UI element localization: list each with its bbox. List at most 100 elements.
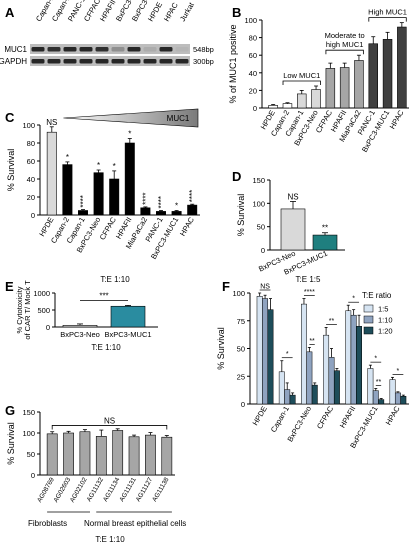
bar-f-1-10 xyxy=(306,351,313,405)
panel-letter-c: C xyxy=(5,110,15,125)
significance-g: NS xyxy=(104,416,115,425)
bar-c xyxy=(93,172,104,216)
f-y-label: % Survival xyxy=(216,327,226,370)
gel-band xyxy=(63,47,77,52)
panel-e-chart: 0 500 1000 % Cytotoxicity of CAR T/ Mock T Bx… xyxy=(15,280,158,352)
lane-label: Jurkat xyxy=(178,0,196,23)
x-tick-label-f: HPAC xyxy=(384,404,402,427)
significance-f: * xyxy=(286,351,289,358)
bar-b xyxy=(339,67,350,109)
c-y-label: % Survival xyxy=(6,149,16,192)
footer-g: T:E 1:10 xyxy=(95,535,125,544)
panel-letter-d: D xyxy=(232,169,241,184)
gel-row-label: GAPDH xyxy=(0,57,27,66)
d-y-tick-label: 100 xyxy=(252,199,265,208)
significance-c: **** xyxy=(188,190,197,202)
bar-b xyxy=(368,43,378,109)
gel-band xyxy=(175,59,189,64)
f-y-tick-label: 50 xyxy=(237,345,245,354)
e-y-label-line2: of CAR T/ Mock T xyxy=(23,280,32,340)
bar-f-1-5 xyxy=(301,303,307,405)
bar-b xyxy=(282,103,293,109)
bar-f-1-20 xyxy=(378,399,385,405)
x-tick-label-f: CFPAC xyxy=(315,404,336,431)
gel-band xyxy=(159,59,173,64)
significance-f: * xyxy=(397,368,400,375)
gel-band xyxy=(95,47,109,52)
group-label-b-line2: high MUC1 xyxy=(326,40,364,49)
significance-c: * xyxy=(97,161,100,170)
legend-title-f: T:E ratio xyxy=(362,291,392,300)
gel-band xyxy=(31,59,45,64)
bar-f-1-10 xyxy=(284,389,291,405)
bar-g xyxy=(95,436,107,476)
bar-g xyxy=(145,434,156,476)
x-tick-label-f: HPDE xyxy=(251,405,269,428)
g-y-tick-label: 150 xyxy=(22,408,35,417)
significance-f: **** xyxy=(304,289,315,296)
bar-d xyxy=(280,208,306,251)
e-y-tick-label: 500 xyxy=(37,306,50,315)
legend-label-f: 1:20 xyxy=(378,327,393,336)
gel-size-label: 548bp xyxy=(193,45,214,54)
bar-b xyxy=(325,68,336,109)
bar-f-1-5 xyxy=(345,310,352,405)
significance-c: * xyxy=(113,162,116,171)
bar-f-1-20 xyxy=(289,394,296,405)
bar-g xyxy=(63,432,74,476)
bar-f-1-20 xyxy=(400,395,407,405)
x-tick-label-f: Capan-1 xyxy=(269,405,291,434)
panel-letter-a: A xyxy=(5,5,15,20)
gel-band xyxy=(79,47,93,52)
significance-c: * xyxy=(66,153,69,162)
bar-g xyxy=(79,431,91,476)
bar-c xyxy=(156,211,166,216)
b-y-label: % of MUC1 positive xyxy=(228,24,238,103)
legend-swatch-f xyxy=(363,326,374,335)
bar-c xyxy=(140,207,151,216)
bar-b xyxy=(297,93,307,109)
bar-b xyxy=(354,60,364,109)
gel-band xyxy=(31,47,45,52)
legend-label-f: 1:10 xyxy=(378,316,393,325)
panel-letter-g: G xyxy=(5,403,15,418)
legend-swatch-f xyxy=(363,304,374,313)
bar-f-1-5 xyxy=(256,296,263,405)
gel-band xyxy=(47,47,61,52)
significance-c: NS xyxy=(46,118,57,127)
bar-b xyxy=(311,89,321,109)
c-y-tick-label: 0 xyxy=(31,211,35,220)
significance-c: **** xyxy=(157,196,166,208)
bar-e xyxy=(62,324,98,328)
significance-d: NS xyxy=(287,192,298,201)
legend-swatch-f xyxy=(363,315,374,324)
gel-strip-muc1 xyxy=(30,44,190,54)
gel-band xyxy=(47,59,61,64)
bar-f-1-10 xyxy=(372,390,379,405)
bar-f-1-20 xyxy=(333,370,340,405)
bar-f-1-5 xyxy=(323,334,330,405)
panel-letter-e: E xyxy=(5,279,14,294)
g-y-tick-label: 50 xyxy=(27,450,35,459)
bar-c xyxy=(62,164,73,216)
group-label-b: High MUC1 xyxy=(368,8,407,17)
bar-f-1-5 xyxy=(367,368,374,405)
c-y-tick-label: 100 xyxy=(22,121,35,130)
bar-f-1-10 xyxy=(262,298,269,405)
group-label-b: Low MUC1 xyxy=(283,71,320,80)
significance-c: * xyxy=(175,202,178,211)
group-bracket-b xyxy=(368,17,407,22)
b-y-tick-label: 100 xyxy=(244,16,257,25)
bar-f-1-10 xyxy=(350,314,357,405)
b-y-tick-label: 20 xyxy=(249,86,257,95)
footer-d: T:E 1:5 xyxy=(296,275,321,284)
b-y-tick-label: 60 xyxy=(249,51,257,60)
bar-c xyxy=(171,211,182,216)
e-y-label: % Cytotoxicity xyxy=(15,286,24,333)
group-label-b: Moderate to xyxy=(325,31,365,40)
footer-e: T:E 1:10 xyxy=(91,343,121,352)
